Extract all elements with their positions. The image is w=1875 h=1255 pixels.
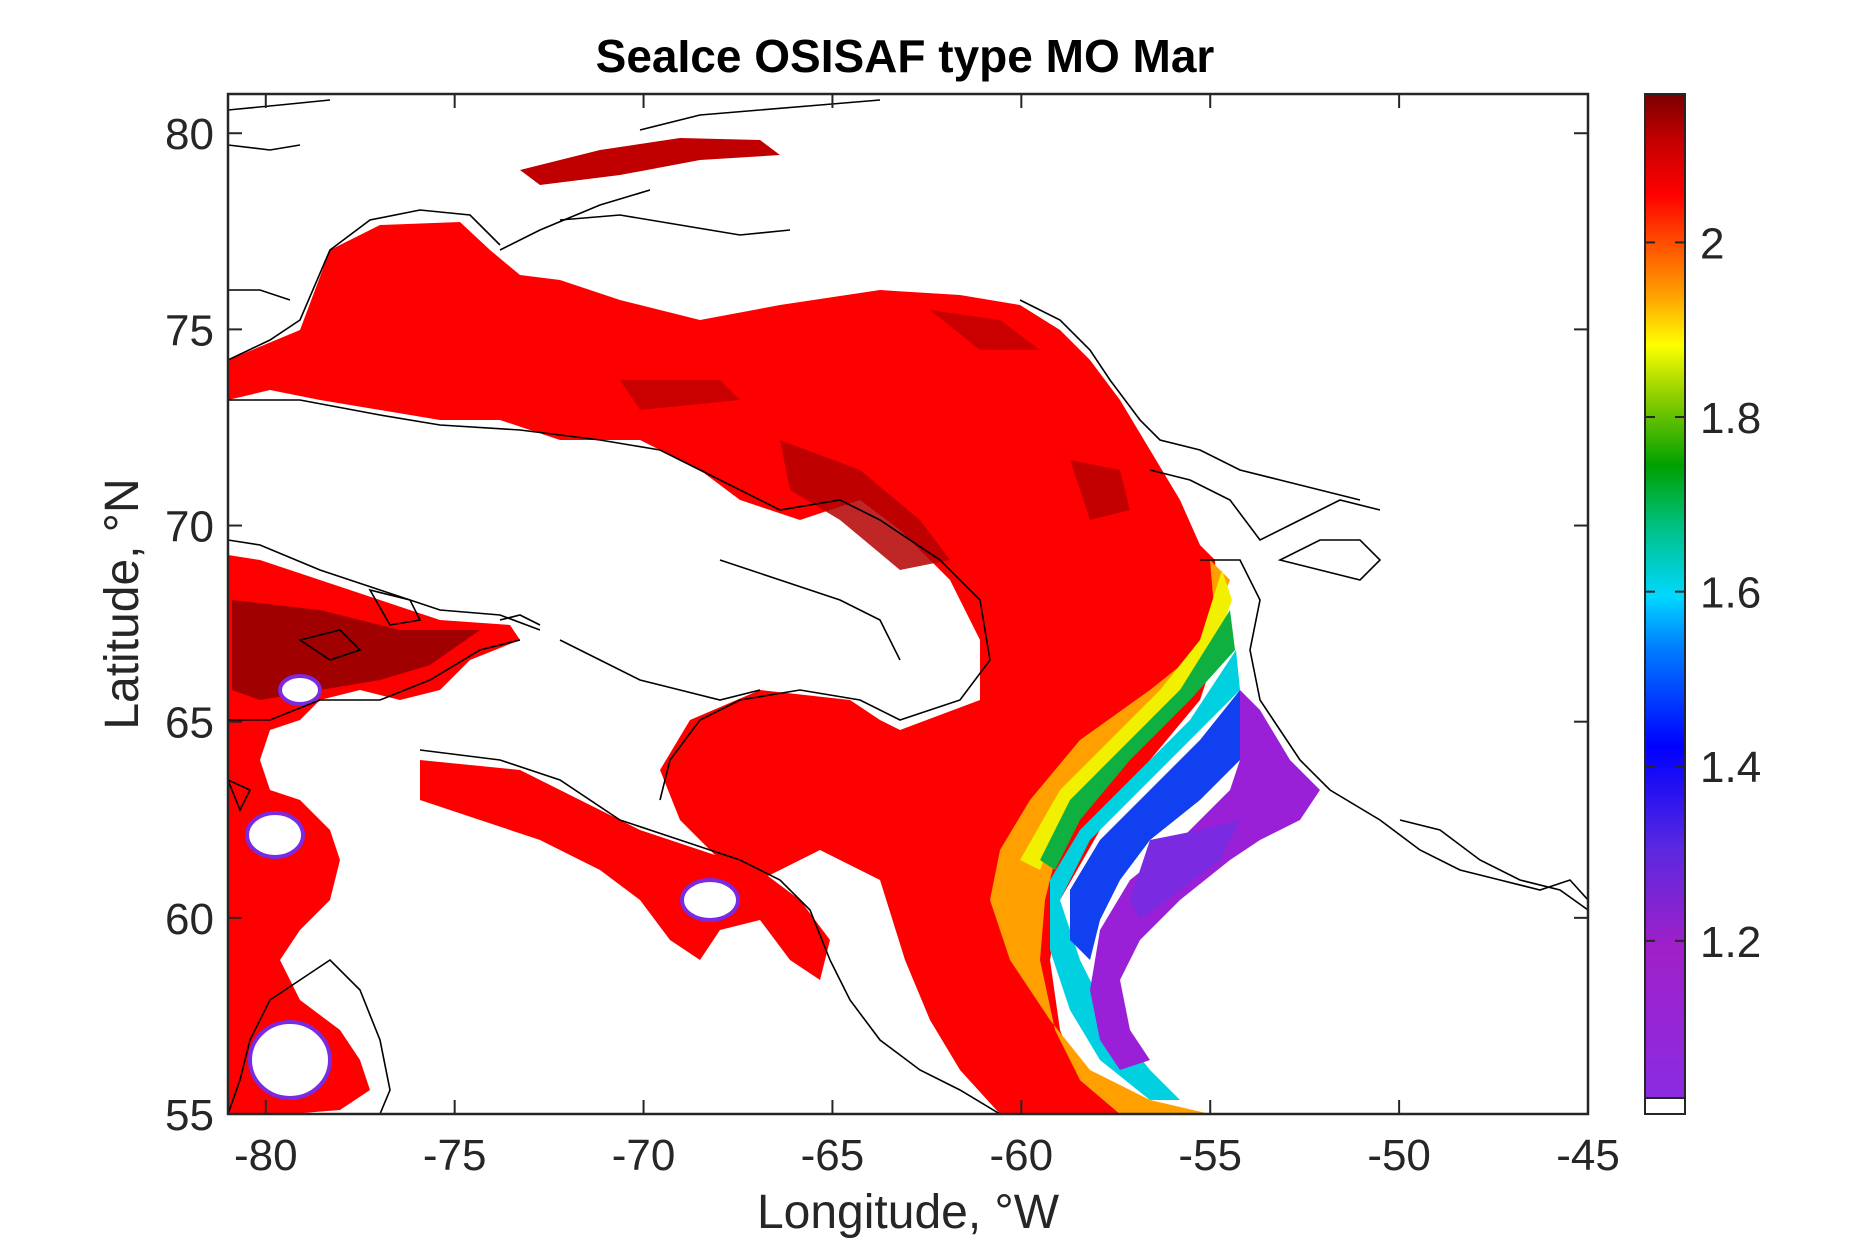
x-tick-label: -55 — [1178, 1131, 1242, 1180]
colorbar-ticks: 2 1.8 1.6 1.4 1.2 — [1645, 219, 1761, 967]
ice-hole-2 — [248, 1020, 332, 1100]
y-tick-label: 75 — [165, 306, 214, 355]
x-tick-label: -80 — [234, 1131, 298, 1180]
x-tick-label: -45 — [1556, 1131, 1620, 1180]
colorbar-nan-cell — [1644, 1097, 1686, 1115]
ice-region-dark-2 — [1070, 460, 1130, 520]
colorbar-tick-label: 1.4 — [1700, 743, 1761, 792]
x-axis-ticks: -80 -75 -70 -65 -60 -55 -50 -45 — [234, 94, 1620, 1180]
colorbar-tick-label: 2 — [1700, 219, 1724, 268]
coastlines — [228, 99, 1588, 1114]
ice-region-blue — [1070, 690, 1240, 960]
y-tick-label: 60 — [165, 895, 214, 944]
y-axis-label: Latitude, °N — [96, 478, 149, 729]
x-tick-label: -50 — [1367, 1131, 1431, 1180]
colorbar-tick-label: 1.2 — [1700, 918, 1761, 967]
map-title: SeaIce OSISAF type MO Mar — [596, 30, 1215, 82]
ice-hole-3 — [680, 878, 740, 922]
ice-region-purple — [1090, 690, 1320, 1070]
plot-frame — [226, 92, 1590, 1116]
x-tick-label: -65 — [801, 1131, 865, 1180]
ice-region-dark-3 — [930, 310, 1040, 350]
ice-hole-1 — [245, 811, 305, 859]
x-axis-label: Longitude, °W — [757, 1186, 1060, 1239]
ice-region-yellow-band — [1020, 570, 1232, 870]
y-axis-ticks: 80 75 70 65 60 55 — [165, 110, 1588, 1140]
ice-hole-4 — [278, 674, 322, 706]
ice-field — [228, 99, 1588, 1114]
y-tick-label: 55 — [165, 1091, 214, 1140]
ice-region-dark-4 — [620, 380, 740, 410]
ice-region-green-band — [1040, 610, 1235, 870]
x-tick-label: -60 — [990, 1131, 1054, 1180]
ice-region-violet — [1130, 820, 1240, 920]
y-tick-label: 80 — [165, 110, 214, 159]
ice-region-hudson-strait — [420, 760, 830, 980]
colorbar-tick-label: 1.8 — [1700, 394, 1761, 443]
colorbar-tick-label: 1.6 — [1700, 569, 1761, 618]
x-tick-label: -75 — [423, 1131, 487, 1180]
colorbar — [1644, 93, 1686, 1099]
x-tick-label: -70 — [612, 1131, 676, 1180]
ice-region-cyan-band — [1050, 650, 1240, 1100]
ice-region-nares — [520, 138, 780, 185]
y-tick-label: 70 — [165, 503, 214, 552]
y-tick-label: 65 — [165, 699, 214, 748]
ice-region-baffin — [228, 222, 1220, 1114]
